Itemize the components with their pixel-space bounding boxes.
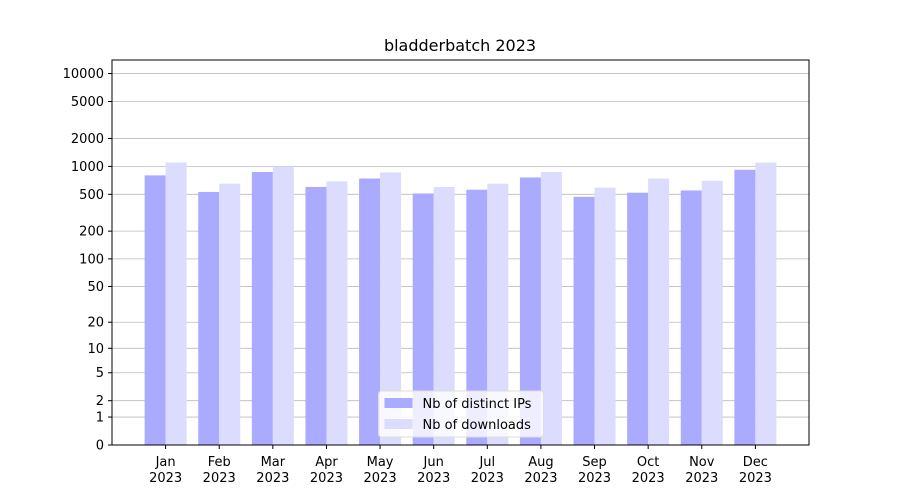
bar	[165, 162, 187, 445]
bar	[701, 180, 723, 446]
y-tick-label: 1	[96, 411, 104, 426]
bar	[680, 190, 702, 445]
bar	[198, 191, 220, 445]
bar	[326, 181, 348, 445]
bar	[540, 171, 562, 445]
bar	[305, 186, 327, 445]
y-tick-label: 2000	[71, 132, 104, 147]
x-tick-label: May 2023	[364, 455, 397, 486]
bar	[380, 172, 402, 445]
bar	[519, 177, 541, 446]
bar	[648, 178, 670, 445]
y-tick-label: 200	[79, 225, 104, 240]
bar	[627, 192, 649, 445]
bar	[412, 193, 434, 445]
x-tick-label: Sep 2023	[578, 455, 611, 486]
y-tick-label: 2	[96, 394, 104, 409]
x-tick-label: Feb 2023	[203, 455, 236, 486]
x-tick-label: Mar 2023	[256, 455, 289, 486]
y-tick-label: 5000	[71, 95, 104, 110]
bar	[272, 166, 294, 445]
y-tick-label: 500	[79, 188, 104, 203]
y-tick-label: 20	[87, 316, 104, 331]
x-tick-label: Jan 2023	[149, 455, 182, 486]
bar	[755, 162, 777, 445]
legend-box	[378, 390, 544, 438]
bar	[573, 196, 595, 445]
x-tick-label: Nov 2023	[685, 455, 718, 486]
y-tick-label: 1000	[71, 160, 104, 175]
y-tick-label: 10	[87, 342, 104, 357]
x-tick-label: Dec 2023	[739, 455, 772, 486]
legend-label: Nb of distinct IPs	[423, 397, 532, 412]
chart-title: bladderbatch 2023	[384, 36, 536, 55]
bar	[251, 171, 273, 445]
bar	[359, 178, 381, 445]
bar	[594, 187, 616, 446]
x-tick-label: Aug 2023	[524, 455, 557, 486]
x-tick-label: Oct 2023	[632, 455, 665, 486]
y-tick-label: 50	[87, 280, 104, 295]
bar	[466, 189, 488, 445]
plot-frame	[111, 59, 810, 446]
y-tick-label: 100	[79, 252, 104, 267]
bar	[433, 186, 455, 445]
bar	[144, 175, 166, 445]
y-tick-label: 5	[96, 366, 104, 381]
bar	[734, 169, 756, 445]
bar	[487, 183, 509, 445]
y-tick-label: 0	[96, 439, 104, 454]
legend-swatch	[384, 398, 413, 408]
legend-label: Nb of downloads	[423, 418, 532, 433]
x-tick-label: Jun 2023	[417, 455, 450, 486]
x-tick-label: Apr 2023	[310, 455, 343, 486]
bar	[219, 183, 241, 445]
x-tick-label: Jul 2023	[471, 455, 504, 486]
legend-swatch	[384, 419, 413, 429]
y-tick-label: 10000	[63, 67, 104, 82]
